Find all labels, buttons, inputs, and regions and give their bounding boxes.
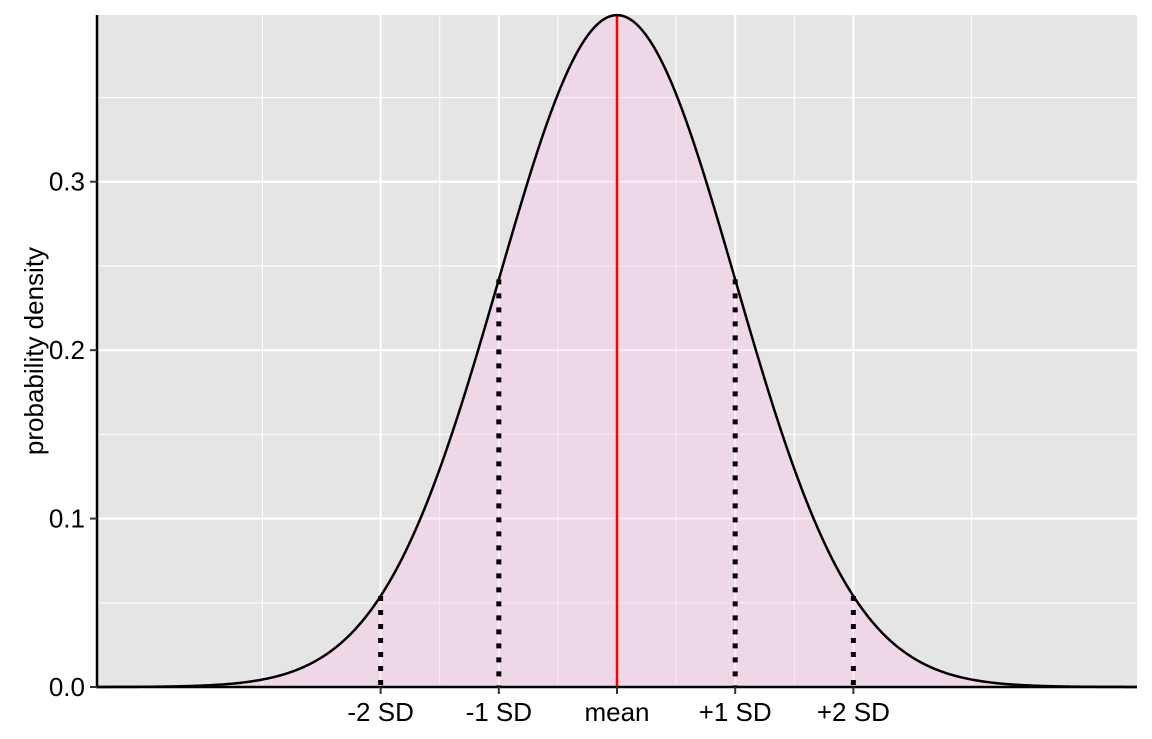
x-tick-label: -2 SD (347, 697, 413, 727)
y-tick-label: 0.3 (49, 167, 85, 197)
x-axis-ticks: -2 SD -1 SD mean +1 SD +2 SD (347, 687, 890, 727)
density-curve (96, 13, 1138, 689)
x-tick-label: +2 SD (817, 697, 890, 727)
x-tick-label: -1 SD (466, 697, 532, 727)
y-axis-title: probability density (19, 247, 49, 455)
x-tick-label: +1 SD (699, 697, 772, 727)
y-axis-ticks: 0.0 0.1 0.2 0.3 (49, 167, 97, 702)
y-tick-label: 0.2 (49, 335, 85, 365)
x-tick-label: mean (584, 697, 649, 727)
y-tick-label: 0.0 (49, 672, 85, 702)
sd-markers (378, 279, 856, 687)
y-tick-label: 0.1 (49, 504, 85, 534)
